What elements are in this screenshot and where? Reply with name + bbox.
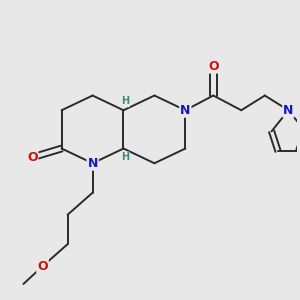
Text: O: O	[208, 60, 219, 73]
Text: O: O	[27, 151, 38, 164]
Text: N: N	[180, 104, 190, 117]
Text: H: H	[121, 152, 129, 162]
Text: N: N	[87, 157, 98, 170]
Text: H: H	[121, 96, 129, 106]
Text: O: O	[37, 260, 48, 273]
Text: N: N	[283, 104, 294, 117]
